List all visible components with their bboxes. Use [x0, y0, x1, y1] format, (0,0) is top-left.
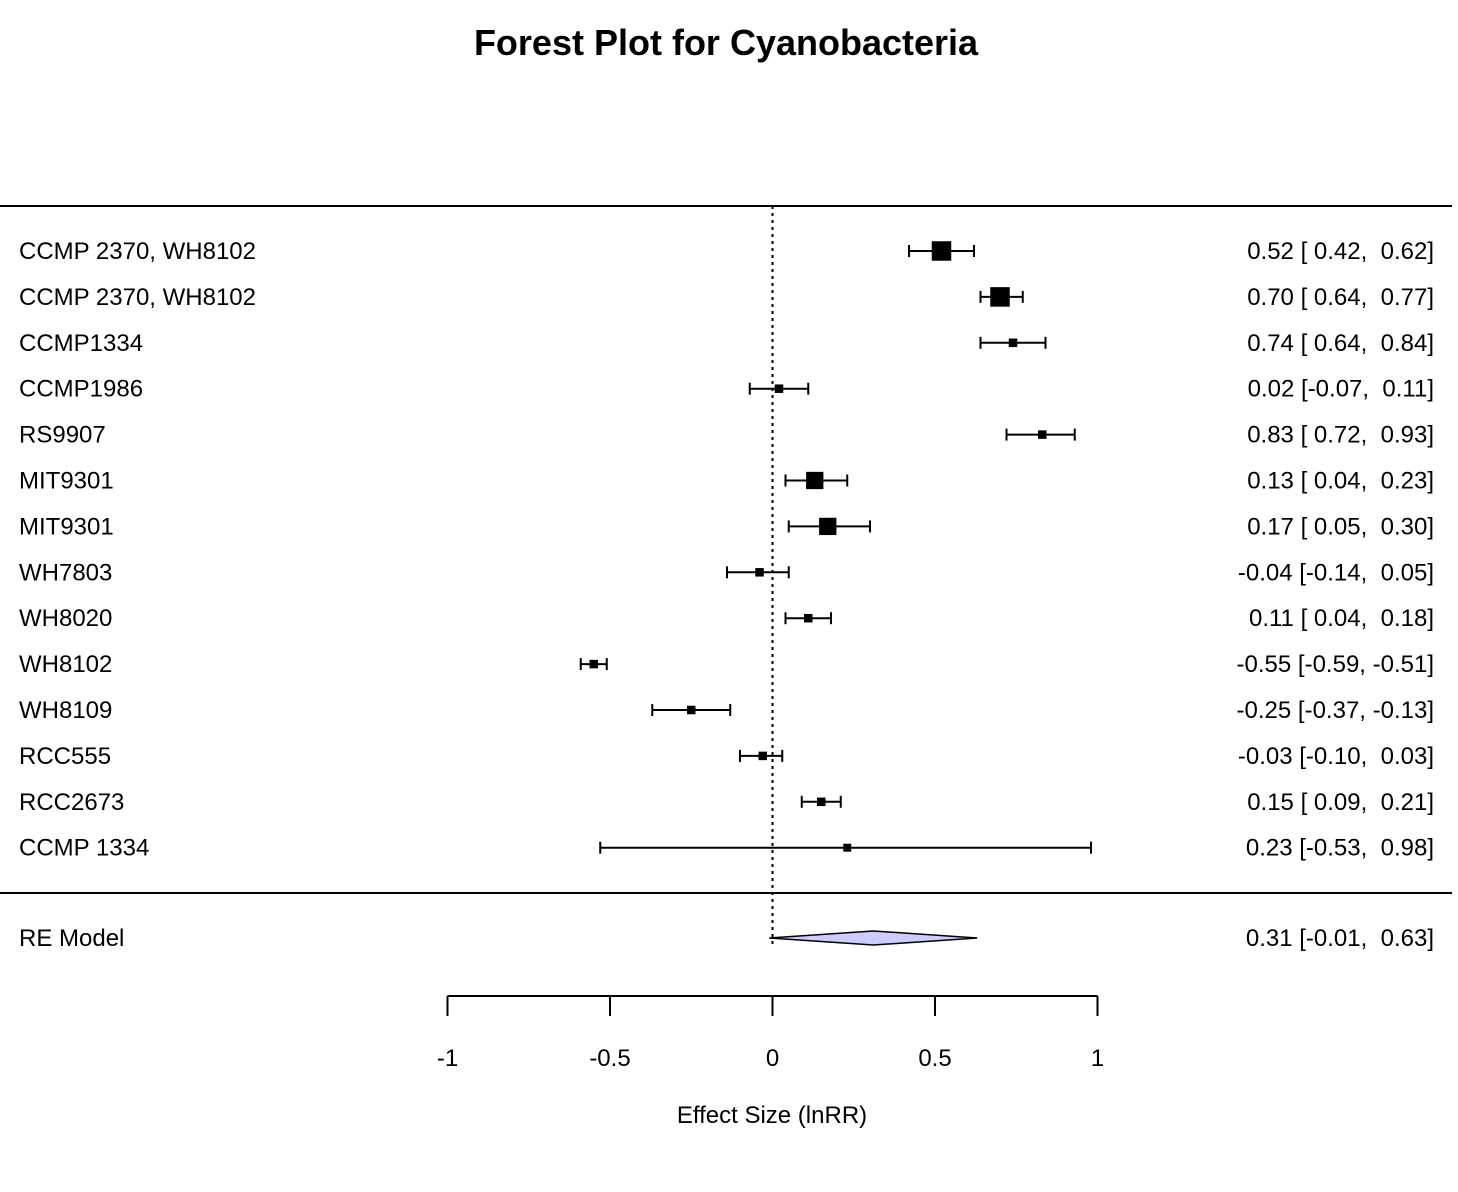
study-label: MIT9301: [19, 513, 114, 540]
effect-marker: [758, 751, 767, 761]
study-row: WH8109 -0.25 [-0.37, -0.13]: [19, 697, 1434, 724]
study-row: WH8020 0.11 [ 0.04, 0.18]: [19, 605, 1434, 632]
study-row: MIT9301 0.13 [ 0.04, 0.23]: [19, 468, 1434, 495]
study-ci-text: 0.13 [ 0.04, 0.23]: [1247, 468, 1434, 495]
study-label: CCMP1334: [19, 330, 143, 357]
study-ci-text: -0.55 [-0.59, -0.51]: [1237, 651, 1434, 678]
study-ci-text: 0.74 [ 0.64, 0.84]: [1247, 330, 1434, 357]
study-row: CCMP 2370, WH8102 0.70 [ 0.64, 0.77]: [19, 284, 1434, 311]
study-ci-text: 0.70 [ 0.64, 0.77]: [1247, 284, 1434, 311]
study-ci-text: -0.04 [-0.14, 0.05]: [1238, 559, 1434, 586]
x-tick-label: -0.5: [589, 1045, 630, 1072]
effect-marker: [687, 705, 696, 715]
study-label: WH8109: [19, 697, 112, 724]
study-row: CCMP 2370, WH8102 0.52 [ 0.42, 0.62]: [19, 238, 1434, 265]
effect-marker: [843, 843, 852, 852]
study-ci-text: 0.52 [ 0.42, 0.62]: [1247, 238, 1434, 265]
x-tick-label: -1: [437, 1045, 458, 1072]
study-row: CCMP 1334 0.23 [-0.53, 0.98]: [19, 835, 1434, 862]
study-row: RCC2673 0.15 [ 0.09, 0.21]: [19, 789, 1434, 816]
study-ci-text: 0.17 [ 0.05, 0.30]: [1247, 513, 1434, 540]
study-ci-text: 0.15 [ 0.09, 0.21]: [1247, 789, 1434, 816]
study-row: RCC555 -0.03 [-0.10, 0.03]: [19, 743, 1434, 770]
x-tick-label: 1: [1091, 1045, 1104, 1072]
summary-ci-text: 0.31 [-0.01, 0.63]: [1246, 925, 1434, 952]
study-ci-text: -0.03 [-0.10, 0.03]: [1238, 743, 1434, 770]
effect-marker: [806, 471, 824, 490]
study-label: CCMP 2370, WH8102: [19, 284, 256, 311]
effect-marker: [1038, 430, 1047, 439]
effect-marker: [1008, 338, 1018, 348]
study-row: CCMP1986 0.02 [-0.07, 0.11]: [19, 376, 1434, 403]
study-label: CCMP1986: [19, 376, 143, 403]
x-tick-label: 0: [766, 1045, 779, 1072]
study-row: WH8102 -0.55 [-0.59, -0.51]: [19, 651, 1434, 678]
effect-marker: [804, 613, 813, 623]
study-label: RCC2673: [19, 789, 124, 816]
study-label: MIT9301: [19, 468, 114, 495]
summary-label: RE Model: [19, 925, 124, 952]
study-row: MIT9301 0.17 [ 0.05, 0.30]: [19, 513, 1434, 540]
study-ci-text: 0.02 [-0.07, 0.11]: [1248, 376, 1434, 403]
chart-title: Forest Plot for Cyanobacteria: [474, 22, 979, 63]
summary-row: RE Model 0.31 [-0.01, 0.63]: [19, 925, 1434, 952]
study-label: WH8020: [19, 605, 112, 632]
study-label: WH8102: [19, 651, 112, 678]
study-label: WH7803: [19, 559, 112, 586]
effect-marker: [990, 287, 1010, 307]
study-row: RS9907 0.83 [ 0.72, 0.93]: [19, 422, 1434, 449]
summary-diamond: [769, 930, 978, 946]
effect-marker: [774, 384, 784, 393]
study-ci-text: -0.25 [-0.37, -0.13]: [1237, 697, 1434, 724]
study-label: RS9907: [19, 422, 106, 449]
study-ci-text: 0.11 [ 0.04, 0.18]: [1249, 605, 1434, 632]
study-label: RCC555: [19, 743, 111, 770]
study-label: CCMP 2370, WH8102: [19, 238, 256, 265]
study-row: WH7803 -0.04 [-0.14, 0.05]: [19, 559, 1434, 586]
study-ci-text: 0.23 [-0.53, 0.98]: [1246, 835, 1434, 862]
study-row: CCMP1334 0.74 [ 0.64, 0.84]: [19, 330, 1434, 357]
effect-marker: [589, 659, 598, 669]
effect-marker: [817, 797, 826, 807]
effect-marker: [931, 241, 952, 261]
x-axis: -1 -0.5 0 0.5 1: [437, 995, 1104, 1072]
x-tick-label: 0.5: [918, 1045, 951, 1072]
effect-marker: [755, 568, 764, 577]
study-rows: CCMP 2370, WH8102 0.52 [ 0.42, 0.62]CCMP …: [19, 238, 1434, 862]
study-ci-text: 0.83 [ 0.72, 0.93]: [1247, 422, 1434, 449]
study-label: CCMP 1334: [19, 835, 149, 862]
effect-marker: [819, 517, 837, 536]
x-axis-label: Effect Size (lnRR): [677, 1102, 867, 1129]
